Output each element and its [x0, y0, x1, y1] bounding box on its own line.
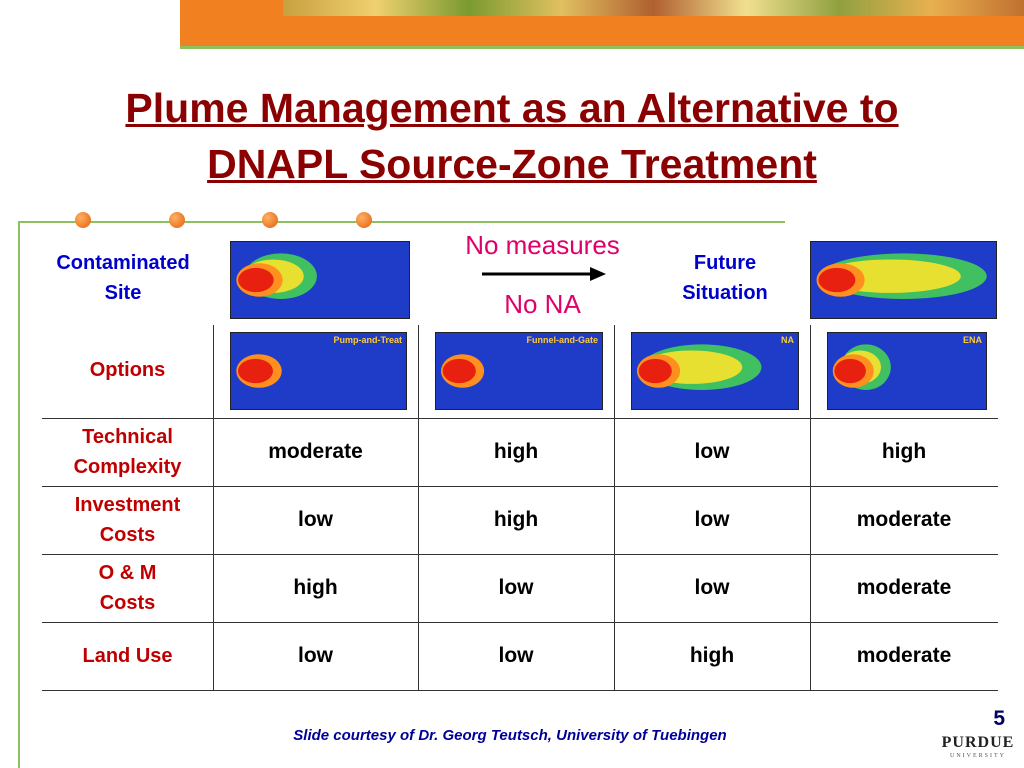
column-rule	[213, 325, 214, 690]
plume	[816, 253, 987, 299]
label-line: Land Use	[82, 645, 173, 667]
option-caption: Pump-and-Treat	[333, 335, 402, 345]
table-cell: low	[498, 644, 534, 667]
row-label: Technical Complexity	[42, 418, 213, 486]
bullet-dot	[356, 212, 372, 228]
option-image: NA	[631, 332, 799, 410]
column-rule	[810, 325, 811, 690]
table-cell: low	[498, 576, 534, 599]
label-line: Contaminated	[56, 252, 190, 274]
label-line: Costs	[99, 524, 156, 546]
header-rule	[180, 46, 1024, 49]
label-line: O & M	[98, 562, 157, 584]
row-rule	[42, 622, 998, 623]
row-label: Investment Costs	[42, 486, 213, 554]
bullet-dot	[75, 212, 91, 228]
label-line: Future	[693, 252, 757, 274]
title-line: Plume Management as an Alternative to	[125, 85, 899, 131]
option-image: ENA	[827, 332, 987, 410]
future-situation-label: Future Situation	[660, 248, 790, 308]
plume	[832, 344, 891, 390]
frame-top	[18, 221, 785, 223]
row-rule	[42, 486, 998, 487]
column-rule	[418, 325, 419, 690]
contaminated-site-label: Contaminated Site	[28, 248, 218, 308]
table-cell: high	[689, 644, 735, 667]
option-image: Funnel-and-Gate	[435, 332, 603, 410]
table-cell: moderate	[268, 440, 363, 463]
title-line: DNAPL Source-Zone Treatment	[207, 141, 817, 187]
table-cell: high	[881, 440, 927, 463]
table-cell: low	[694, 508, 730, 531]
table-cell: high	[493, 508, 539, 531]
table-cell: high	[493, 440, 539, 463]
table-cell: moderate	[856, 644, 952, 667]
plume	[236, 253, 317, 299]
label-line: Complexity	[73, 456, 182, 478]
options-label: Options	[89, 359, 166, 381]
row-rule	[42, 690, 998, 691]
page-number: 5	[993, 707, 1005, 730]
row-rule	[42, 418, 998, 419]
column-rule	[614, 325, 615, 690]
label-line: Technical	[82, 426, 173, 448]
option-caption: Funnel-and-Gate	[526, 335, 599, 345]
option-caption: NA	[781, 335, 794, 345]
plume	[236, 354, 282, 388]
table-cell: low	[298, 508, 333, 531]
plume-image	[230, 241, 410, 319]
option-image: Pump-and-Treat	[230, 332, 407, 410]
table-cell: low	[298, 644, 333, 667]
label-line: Investment	[74, 494, 181, 516]
footer-credit: Slide courtesy of Dr. Georg Teutsch, Uni…	[293, 727, 727, 744]
logo-sub: UNIVERSITY	[950, 753, 1006, 759]
label-line: Costs	[99, 592, 156, 614]
table-cell: low	[694, 440, 730, 463]
arrow-top-label: No measures	[465, 230, 620, 260]
label-line: Situation	[682, 282, 768, 304]
row-label: O & M Costs	[42, 554, 213, 622]
plume-image	[810, 241, 997, 319]
frame-left	[18, 221, 20, 768]
option-caption: ENA	[962, 335, 982, 345]
arrow-bottom-label: No NA	[504, 289, 581, 319]
plume	[440, 354, 485, 388]
logo: PURDUE	[941, 734, 1015, 751]
table-cell: high	[293, 576, 338, 599]
bullet-dot	[169, 212, 185, 228]
label-line: Site	[104, 282, 142, 304]
table-cell: moderate	[856, 508, 952, 531]
arrow	[482, 267, 606, 281]
row-label: Land Use	[42, 622, 213, 690]
table-cell: low	[694, 576, 730, 599]
row-rule	[42, 554, 998, 555]
slide-title: Plume Management as an Alternative to DNA…	[0, 80, 1024, 192]
plume	[636, 344, 762, 390]
bullet-dot	[262, 212, 278, 228]
header-image	[283, 0, 1024, 16]
table-cell: moderate	[856, 576, 952, 599]
